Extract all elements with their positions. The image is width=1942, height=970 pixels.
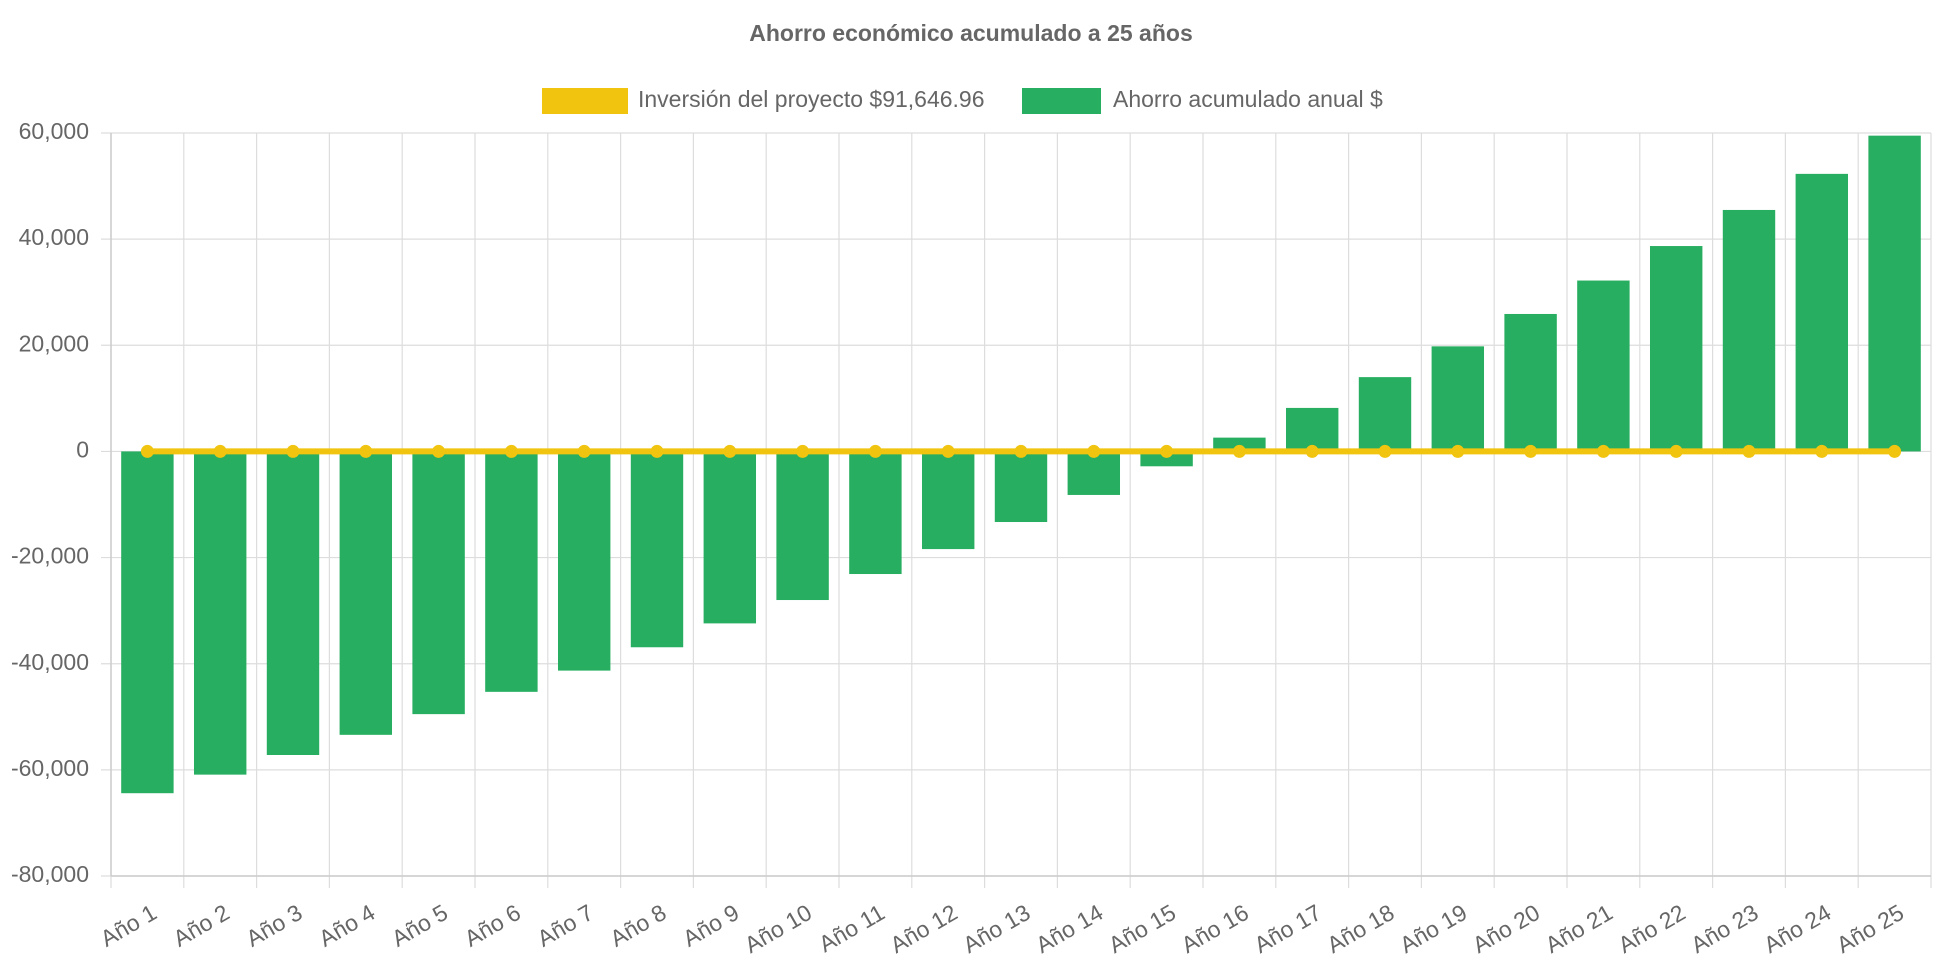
x-tick-label: Año 23	[1686, 899, 1762, 958]
line-point	[941, 444, 955, 458]
bar	[121, 451, 174, 794]
line-point	[796, 444, 810, 458]
legend-swatch[interactable]	[1022, 88, 1101, 114]
line-point	[286, 444, 300, 458]
x-tick-label: Año 13	[958, 899, 1034, 958]
y-tick-label: 0	[76, 437, 89, 463]
bar	[1213, 437, 1266, 452]
x-tick-label: Año 16	[1177, 899, 1253, 958]
legend-swatch[interactable]	[542, 88, 628, 114]
line-point	[1232, 444, 1246, 458]
x-tick-label: Año 14	[1031, 899, 1107, 958]
line-point	[577, 444, 591, 458]
x-tick-label: Año 19	[1395, 899, 1471, 958]
bar	[994, 451, 1048, 523]
bar	[1431, 346, 1485, 452]
line-point	[1451, 444, 1465, 458]
x-tick-label: Año 3	[241, 899, 306, 952]
chart-title: Ahorro económico acumulado a 25 años	[749, 20, 1193, 46]
bar	[1649, 246, 1703, 452]
x-tick-label: Año 4	[314, 899, 379, 952]
bar	[1795, 173, 1849, 452]
bar	[1067, 451, 1121, 495]
line-point	[1815, 444, 1829, 458]
line-point	[1669, 444, 1683, 458]
x-tick-label: Año 18	[1322, 899, 1398, 958]
bar	[339, 451, 393, 735]
y-tick-label: 40,000	[19, 224, 89, 250]
bar	[193, 451, 247, 775]
x-tick-label: Año 15	[1104, 899, 1180, 958]
bar	[1358, 377, 1412, 452]
x-tick-label: Año 2	[169, 899, 234, 952]
bar	[849, 451, 902, 575]
bar	[703, 451, 757, 624]
x-tick-label: Año 10	[740, 899, 816, 958]
bar	[485, 451, 538, 692]
line-point	[1378, 444, 1392, 458]
line-point	[213, 444, 227, 458]
x-tick-label: Año 1	[96, 899, 161, 952]
bar	[1722, 209, 1776, 452]
bar	[1285, 407, 1339, 452]
x-tick-label: Año 8	[605, 899, 670, 952]
x-tick-label: Año 5	[387, 899, 452, 952]
y-tick-label: -60,000	[11, 755, 89, 781]
bar	[1140, 451, 1193, 467]
bar	[557, 451, 611, 671]
line-point	[1305, 444, 1319, 458]
line-point	[359, 444, 373, 458]
line-point	[140, 444, 154, 458]
line-point	[868, 444, 882, 458]
line-point	[1524, 444, 1538, 458]
bar	[776, 451, 829, 601]
line-point	[1014, 444, 1028, 458]
legend-label[interactable]: Inversión del proyecto $91,646.96	[638, 86, 985, 112]
x-tick-label: Año 6	[460, 899, 525, 952]
x-tick-label: Año 22	[1614, 899, 1690, 958]
x-tick-label: Año 12	[886, 899, 962, 958]
y-tick-label: 20,000	[19, 330, 89, 356]
line-point	[504, 444, 518, 458]
line-point	[432, 444, 446, 458]
line-point	[723, 444, 737, 458]
x-tick-label: Año 21	[1541, 899, 1617, 958]
legend-label[interactable]: Ahorro acumulado anual $	[1113, 86, 1383, 112]
x-tick-label: Año 17	[1250, 899, 1326, 958]
x-tick-label: Año 11	[814, 899, 889, 957]
bar	[1504, 313, 1557, 452]
line-point	[1087, 444, 1101, 458]
bar	[266, 451, 320, 755]
x-tick-label: Año 9	[678, 899, 743, 952]
x-tick-label: Año 24	[1759, 899, 1835, 958]
line-point	[1596, 444, 1610, 458]
x-tick-label: Año 7	[533, 899, 598, 952]
y-tick-label: 60,000	[19, 118, 89, 144]
y-tick-label: -20,000	[11, 543, 89, 569]
line-point	[1160, 444, 1174, 458]
y-tick-label: -80,000	[11, 861, 89, 887]
bar	[1868, 135, 1921, 452]
line-point	[650, 444, 664, 458]
bar	[921, 451, 975, 550]
y-tick-label: -40,000	[11, 649, 89, 675]
bar	[1577, 280, 1630, 452]
bar	[412, 451, 465, 715]
line-point	[1888, 444, 1902, 458]
x-tick-label: Año 25	[1832, 899, 1908, 958]
x-tick-label: Año 20	[1468, 899, 1544, 958]
bar	[630, 451, 684, 648]
line-point	[1742, 444, 1756, 458]
